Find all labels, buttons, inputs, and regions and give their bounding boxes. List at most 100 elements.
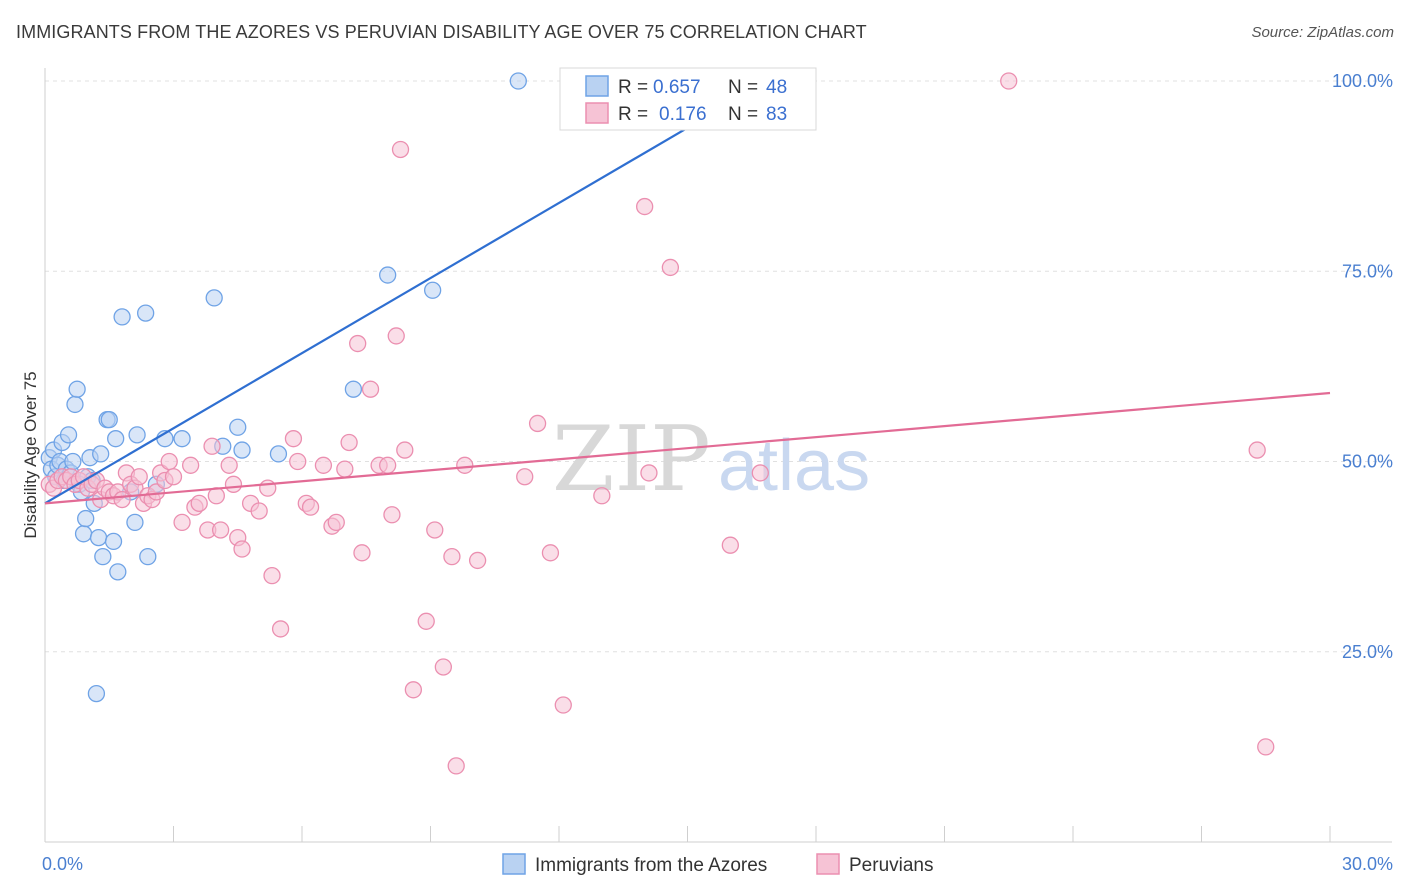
peruvians-point-84 [1248, 441, 1266, 459]
peruvians-point-51 [314, 456, 333, 474]
peruvians-point-48 [289, 452, 307, 471]
azores-point-46 [379, 266, 397, 284]
watermark-zip: ZIP [552, 407, 711, 512]
peruvians-point-61 [383, 506, 401, 524]
peruvians-point-79 [640, 464, 658, 482]
peruvians-point-47 [284, 430, 303, 448]
peruvians-point-82 [751, 464, 769, 482]
peruvians-point-37 [211, 521, 230, 539]
peruvians-point-25 [147, 483, 166, 501]
peruvians-point-76 [554, 696, 572, 714]
legend-swatch-azores [502, 853, 526, 875]
peruvians-point-60 [379, 456, 397, 474]
x-tick-label-0: 0.0% [42, 854, 83, 874]
peruvians-point-57 [353, 544, 371, 562]
x-tick-label-1: 30.0% [1342, 854, 1393, 874]
source-label: Source: ZipAtlas.com [1251, 24, 1394, 41]
correlation-legend: R = 0.657 N = 48 R = 0.176 N = 83 [559, 67, 817, 131]
peruvians-point-68 [434, 658, 453, 676]
peruvians-point-31 [181, 456, 200, 474]
peruvians-point-71 [456, 456, 474, 474]
azores-point-44 [269, 445, 288, 463]
azores-point-43 [233, 441, 251, 459]
series-peruvians-points [40, 72, 1275, 775]
azores-point-47 [423, 281, 442, 299]
peruvians-point-53 [327, 513, 345, 532]
peruvians-point-21 [130, 468, 148, 486]
legend-r-label-1: R = [618, 77, 648, 98]
peruvians-point-43 [250, 502, 268, 520]
series-azores-points [40, 72, 527, 703]
peruvians-point-44 [259, 479, 277, 497]
trend-lines [44, 121, 1331, 505]
azores-point-40 [205, 289, 223, 307]
peruvians-point-17 [113, 490, 131, 509]
azores-trend-line [44, 121, 697, 505]
peruvians-point-55 [340, 433, 358, 452]
azores-point-24 [92, 445, 110, 463]
chart-title: IMMIGRANTS FROM THE AZORES VS PERUVIAN D… [16, 22, 867, 42]
grid-lines [45, 80, 1390, 653]
peruvians-point-65 [404, 681, 423, 699]
azores-point-34 [128, 426, 146, 444]
azores-point-30 [109, 563, 127, 581]
peruvians-point-75 [541, 544, 560, 562]
legend-label-azores: Immigrants from the Azores [535, 855, 767, 876]
azores-point-13 [68, 380, 86, 398]
peruvians-point-63 [391, 140, 410, 159]
legend-label-peruvians: Peruvians [849, 855, 934, 876]
peruvians-point-54 [336, 460, 354, 478]
legend-r-value-2: 0.176 [659, 104, 707, 125]
azores-point-36 [139, 547, 157, 566]
peruvians-point-85 [1257, 738, 1275, 756]
peruvians-point-83 [1000, 72, 1018, 90]
y-tick-label-1: 50.0% [1342, 452, 1393, 472]
azores-point-39 [173, 430, 191, 448]
azores-point-17 [77, 509, 95, 528]
azores-point-48 [509, 72, 527, 90]
azores-point-9 [59, 426, 78, 444]
legend-n-label-2: N = [728, 104, 758, 125]
azores-point-23 [89, 528, 108, 547]
azores-point-29 [107, 430, 125, 448]
peruvians-point-30 [173, 513, 191, 532]
azores-point-27 [100, 410, 118, 429]
azores-point-28 [104, 532, 123, 551]
peruvians-point-70 [447, 757, 465, 775]
y-tick-label-3: 100.0% [1332, 71, 1393, 91]
azores-point-42 [229, 418, 247, 436]
legend-r-value-1: 0.657 [653, 77, 701, 98]
azores-point-31 [113, 308, 131, 326]
azores-point-11 [64, 452, 82, 471]
peruvians-point-50 [301, 498, 320, 516]
peruvians-point-66 [417, 612, 435, 630]
y-axis-label: Disability Age Over 75 [21, 371, 40, 538]
legend-n-value-2: 83 [766, 104, 787, 125]
peruvians-point-46 [271, 620, 290, 638]
peruvians-point-72 [468, 551, 487, 570]
peruvians-point-80 [661, 258, 680, 277]
peruvians-point-62 [387, 327, 405, 345]
legend-swatch-peruvians [816, 853, 840, 875]
legend-swatch-pink [585, 102, 609, 124]
legend-swatch-blue [585, 75, 609, 97]
peruvians-point-41 [233, 540, 251, 558]
peruvians-point-28 [160, 452, 178, 471]
azores-point-16 [74, 525, 93, 543]
legend-n-label-1: N = [728, 77, 758, 98]
peruvians-point-38 [220, 456, 238, 474]
y-tick-label-0: 25.0% [1342, 642, 1393, 662]
peruvians-point-78 [636, 197, 654, 216]
peruvians-point-77 [593, 487, 611, 505]
peruvians-point-45 [263, 567, 281, 585]
series-legend: Immigrants from the Azores Peruvians [502, 853, 934, 876]
legend-r-label-2: R = [618, 104, 648, 125]
azores-point-22 [87, 684, 106, 703]
azores-point-33 [126, 513, 144, 532]
peruvians-point-67 [426, 521, 444, 539]
peruvians-point-81 [721, 536, 739, 554]
peruvians-point-29 [164, 468, 183, 486]
legend-n-value-1: 48 [766, 77, 787, 98]
peruvians-point-56 [349, 334, 367, 353]
